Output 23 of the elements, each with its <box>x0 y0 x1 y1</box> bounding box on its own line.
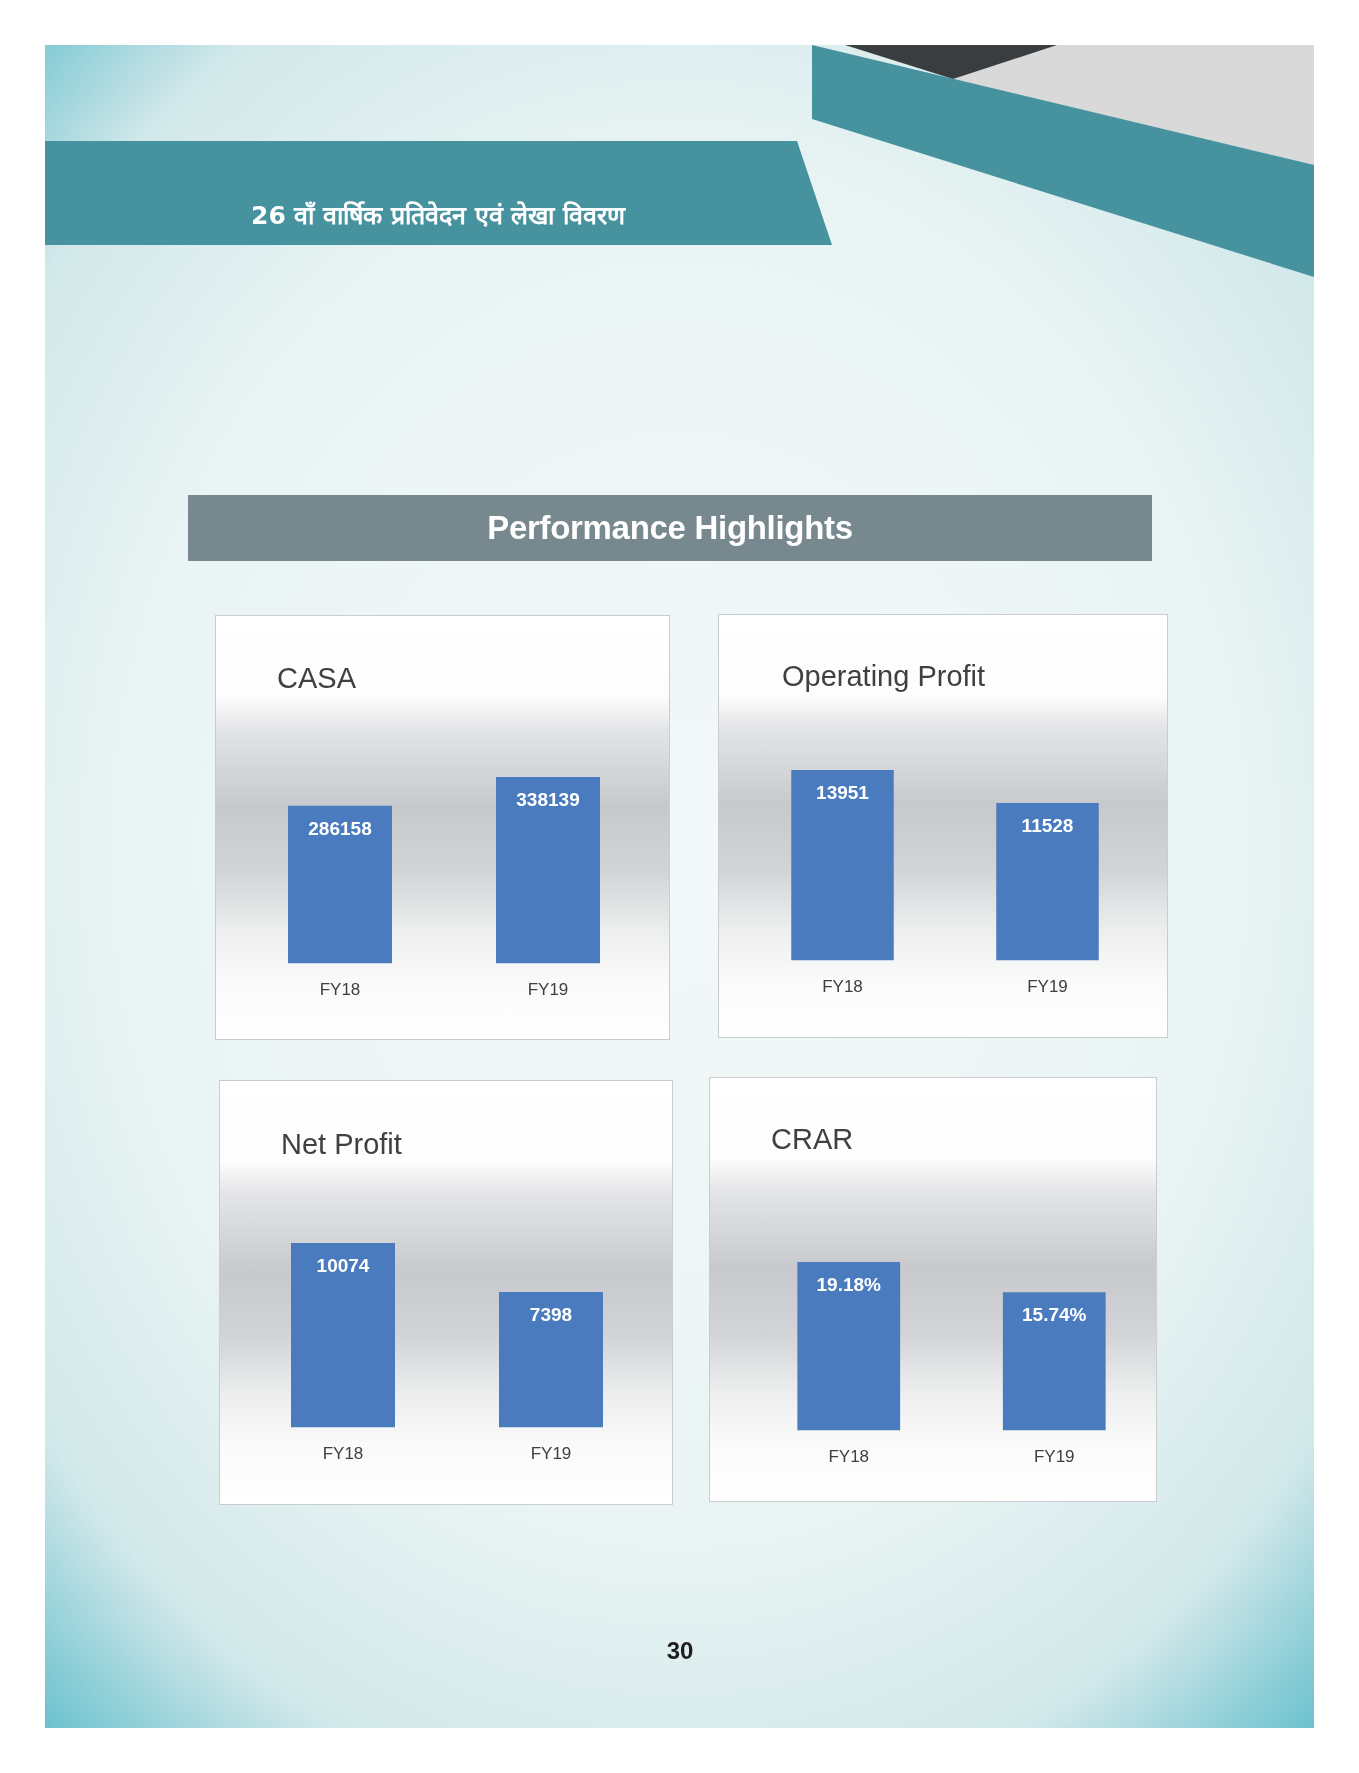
x-tick-label: FY19 <box>530 1444 572 1464</box>
text: Performance Highlights <box>487 509 853 547</box>
x-tick-label: FY18 <box>319 980 361 1000</box>
data-label: 286158 <box>308 817 372 839</box>
x-tick-label: FY18 <box>828 1447 870 1467</box>
data-label: 7398 <box>529 1304 573 1326</box>
data-label: 338139 <box>516 789 580 811</box>
x-tick-label: FY19 <box>527 980 569 1000</box>
x-tick-label: FY18 <box>822 977 863 997</box>
chart-title: CASA <box>277 662 357 694</box>
data-label: 15.74% <box>1022 1304 1087 1326</box>
x-tick-label: FY19 <box>1033 1447 1075 1467</box>
data-label: 11528 <box>1021 815 1074 837</box>
chart-title: Operating Profit <box>782 660 986 692</box>
x-tick-label: FY19 <box>1027 977 1068 997</box>
data-label: 19.18% <box>816 1274 882 1296</box>
chart-title: CRAR <box>771 1123 854 1155</box>
chart-title: Net Profit <box>281 1128 402 1160</box>
x-tick-label: FY18 <box>322 1444 364 1464</box>
text: 30 <box>666 1637 694 1665</box>
text: 26 वाँ वार्षिक प्रतिवेदन एवं लेखा विवरण <box>251 200 626 231</box>
data-label: 13951 <box>816 782 870 804</box>
data-label: 10074 <box>316 1255 370 1277</box>
